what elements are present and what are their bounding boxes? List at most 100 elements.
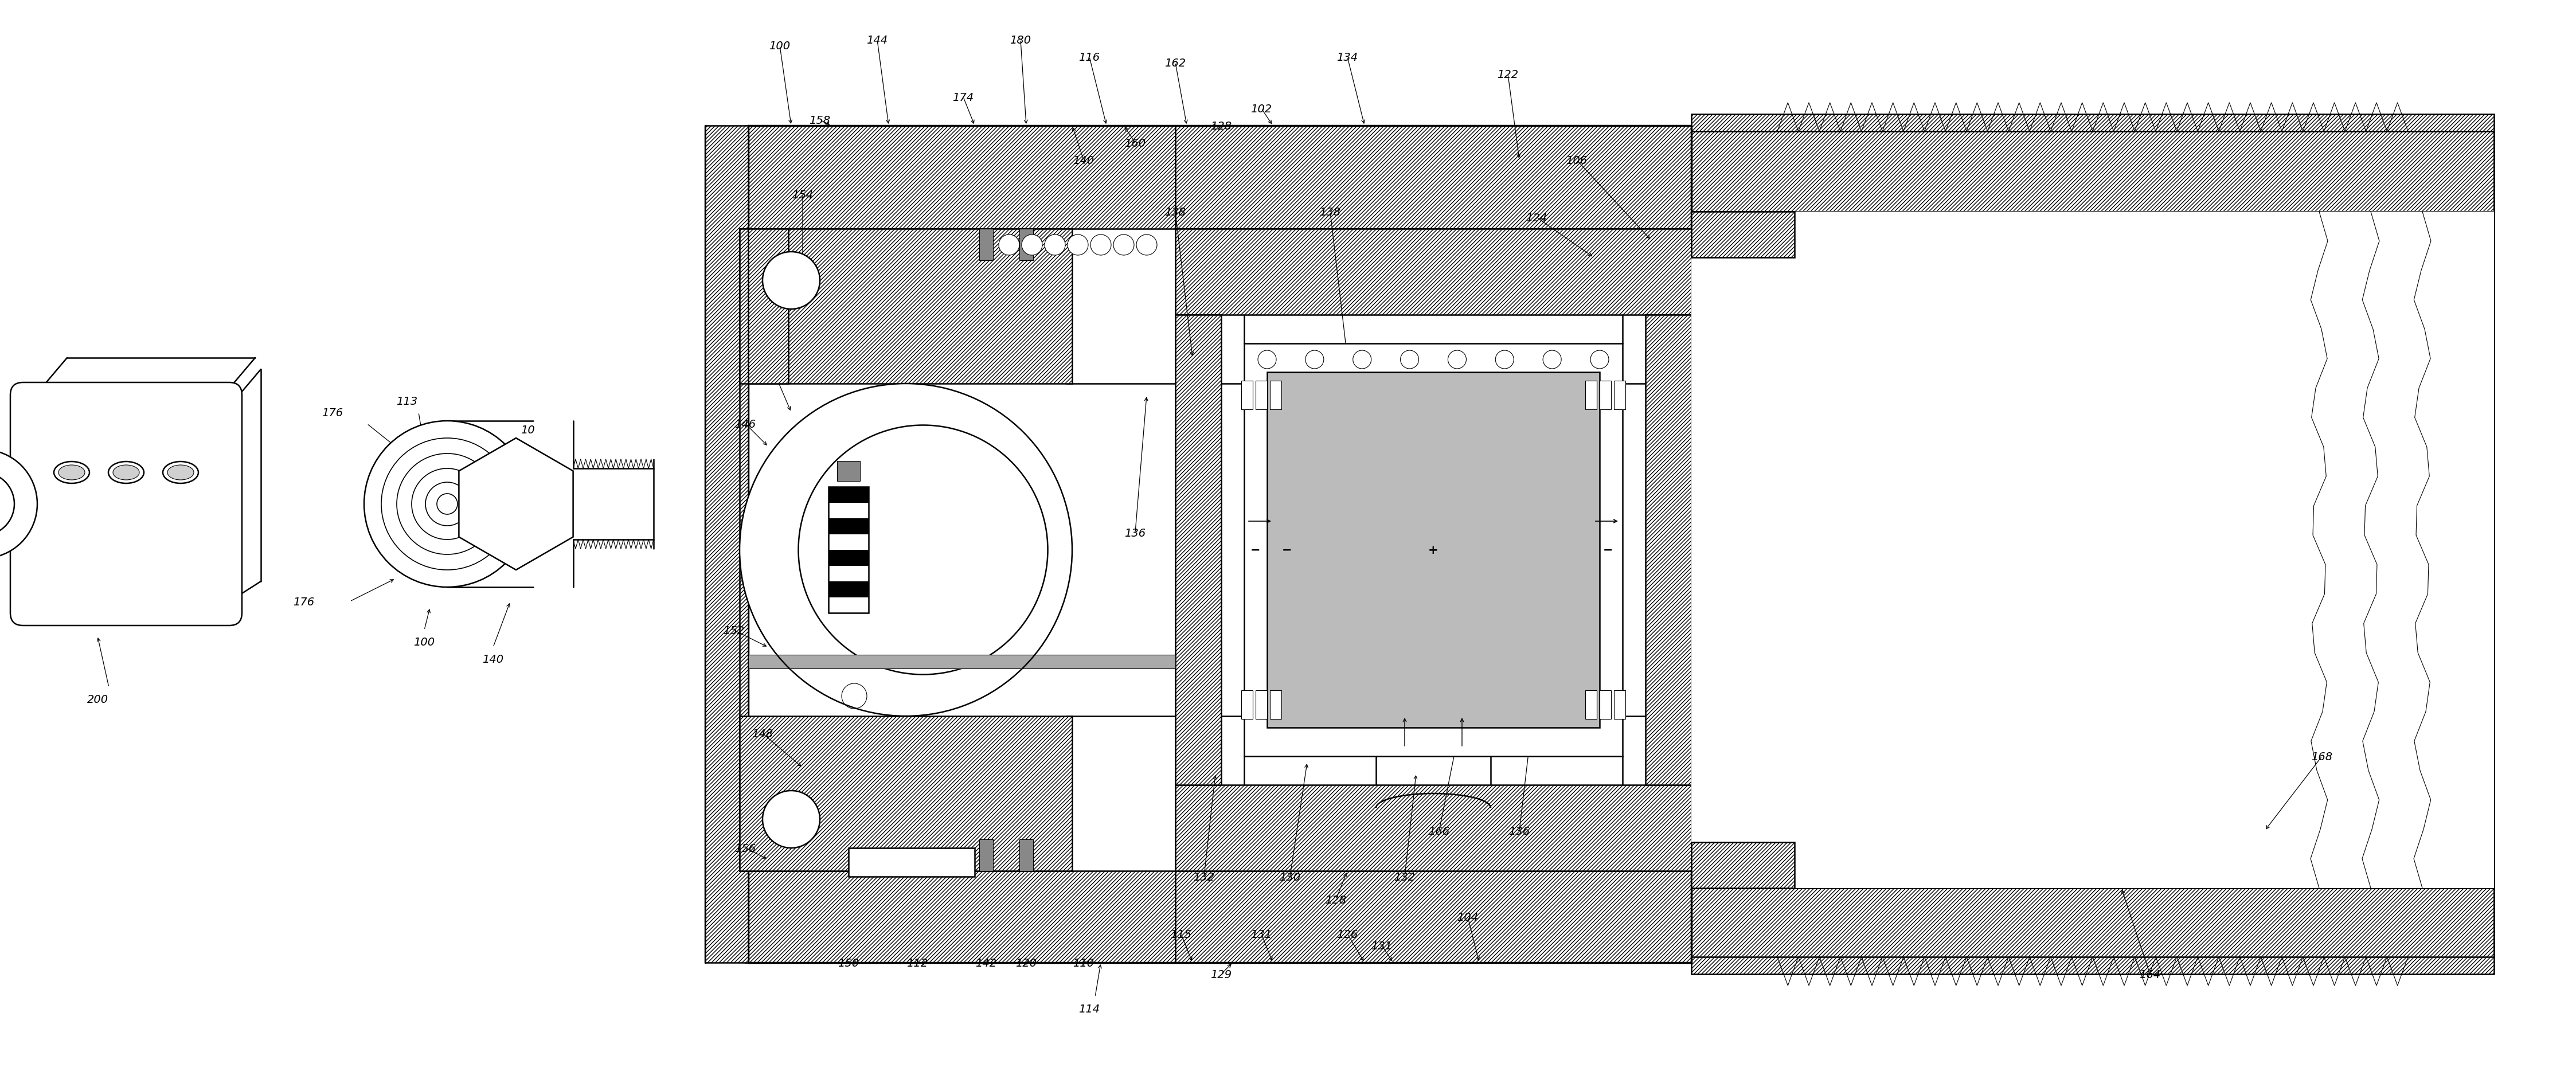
Bar <box>829 487 868 503</box>
Text: 160: 160 <box>1126 138 1146 148</box>
Bar <box>744 871 1175 963</box>
Text: 131: 131 <box>1252 928 1273 939</box>
Bar <box>1175 230 1692 871</box>
Text: 100: 100 <box>770 40 791 51</box>
Bar <box>1175 230 1692 315</box>
Text: 164: 164 <box>2141 968 2161 979</box>
Circle shape <box>842 683 868 708</box>
Text: 102: 102 <box>1252 104 1273 115</box>
Bar <box>1692 843 1795 888</box>
Polygon shape <box>459 439 572 570</box>
Text: 115: 115 <box>1170 928 1193 939</box>
Text: 136: 136 <box>1510 825 1530 836</box>
Text: −: − <box>1283 545 1293 556</box>
Text: 154: 154 <box>791 190 814 200</box>
Bar <box>744 230 1175 871</box>
Bar <box>837 461 860 481</box>
Bar <box>979 839 992 871</box>
Text: 120: 120 <box>1015 957 1038 968</box>
Bar <box>1270 381 1280 409</box>
Text: 112: 112 <box>907 957 927 968</box>
Bar <box>1175 126 1692 230</box>
Text: 110: 110 <box>1074 957 1095 968</box>
Text: 132: 132 <box>1193 871 1216 883</box>
Text: 122: 122 <box>1497 69 1517 80</box>
Text: 150: 150 <box>837 957 860 968</box>
Ellipse shape <box>54 461 90 484</box>
Circle shape <box>762 252 819 310</box>
Bar <box>747 230 788 383</box>
Text: 126: 126 <box>1337 928 1358 939</box>
Bar <box>1175 315 1221 785</box>
Circle shape <box>1352 351 1370 369</box>
Text: 130: 130 <box>1280 871 1301 883</box>
Bar <box>744 126 1175 230</box>
Circle shape <box>762 791 819 848</box>
Bar <box>1255 691 1267 719</box>
Bar <box>979 230 992 261</box>
Text: 152: 152 <box>724 625 744 636</box>
Circle shape <box>1090 235 1110 256</box>
Circle shape <box>1306 351 1324 369</box>
Text: 128: 128 <box>1324 895 1347 905</box>
Bar <box>1692 843 2494 974</box>
Text: 140: 140 <box>1074 155 1095 166</box>
Text: 132: 132 <box>1394 871 1414 883</box>
Circle shape <box>1066 235 1087 256</box>
Text: 166: 166 <box>1430 825 1450 836</box>
Text: 100: 100 <box>415 637 435 648</box>
Text: 144: 144 <box>866 35 889 45</box>
Text: 140: 140 <box>482 653 505 664</box>
Bar <box>1244 343 1623 756</box>
Circle shape <box>1023 235 1043 256</box>
Bar <box>1020 230 1033 261</box>
Circle shape <box>1136 235 1157 256</box>
Bar <box>706 126 747 963</box>
Text: 161: 161 <box>762 367 786 378</box>
Bar <box>848 848 974 877</box>
Circle shape <box>1257 351 1275 369</box>
Text: 146: 146 <box>734 419 755 430</box>
Circle shape <box>363 421 531 587</box>
Bar <box>829 487 868 613</box>
Circle shape <box>1543 351 1561 369</box>
Bar <box>1615 381 1625 409</box>
Text: 162: 162 <box>1164 57 1185 68</box>
Text: 10: 10 <box>520 425 536 435</box>
Text: 148: 148 <box>752 728 773 739</box>
Bar <box>829 519 868 534</box>
Circle shape <box>1046 235 1066 256</box>
Text: 168: 168 <box>2311 751 2334 761</box>
Bar <box>1584 691 1597 719</box>
FancyBboxPatch shape <box>10 382 242 626</box>
Bar <box>739 716 1072 871</box>
Text: 116: 116 <box>1079 52 1100 63</box>
Text: 138: 138 <box>1164 207 1185 218</box>
Ellipse shape <box>113 466 139 480</box>
Text: 124: 124 <box>1525 212 1548 223</box>
Circle shape <box>0 473 15 536</box>
Text: 108: 108 <box>752 510 773 521</box>
Bar <box>1692 212 2494 888</box>
Text: 180: 180 <box>1010 35 1030 45</box>
Text: 134: 134 <box>1337 52 1358 63</box>
Bar <box>1242 691 1252 719</box>
Circle shape <box>0 449 36 559</box>
Bar <box>1692 212 1795 258</box>
Bar <box>1615 691 1625 719</box>
Text: 176: 176 <box>322 407 343 418</box>
Bar <box>1646 315 1692 785</box>
Circle shape <box>1497 351 1515 369</box>
Circle shape <box>1113 235 1133 256</box>
Bar <box>1692 115 2494 258</box>
Text: 136: 136 <box>1126 527 1146 538</box>
Text: 113: 113 <box>397 395 417 406</box>
Text: 114: 114 <box>1079 1003 1100 1014</box>
Text: −: − <box>1602 545 1613 556</box>
Circle shape <box>1589 351 1610 369</box>
Circle shape <box>739 383 1072 716</box>
Bar <box>1584 381 1597 409</box>
Bar <box>1175 785 1692 871</box>
Text: 156: 156 <box>734 843 755 853</box>
Bar <box>1600 381 1610 409</box>
